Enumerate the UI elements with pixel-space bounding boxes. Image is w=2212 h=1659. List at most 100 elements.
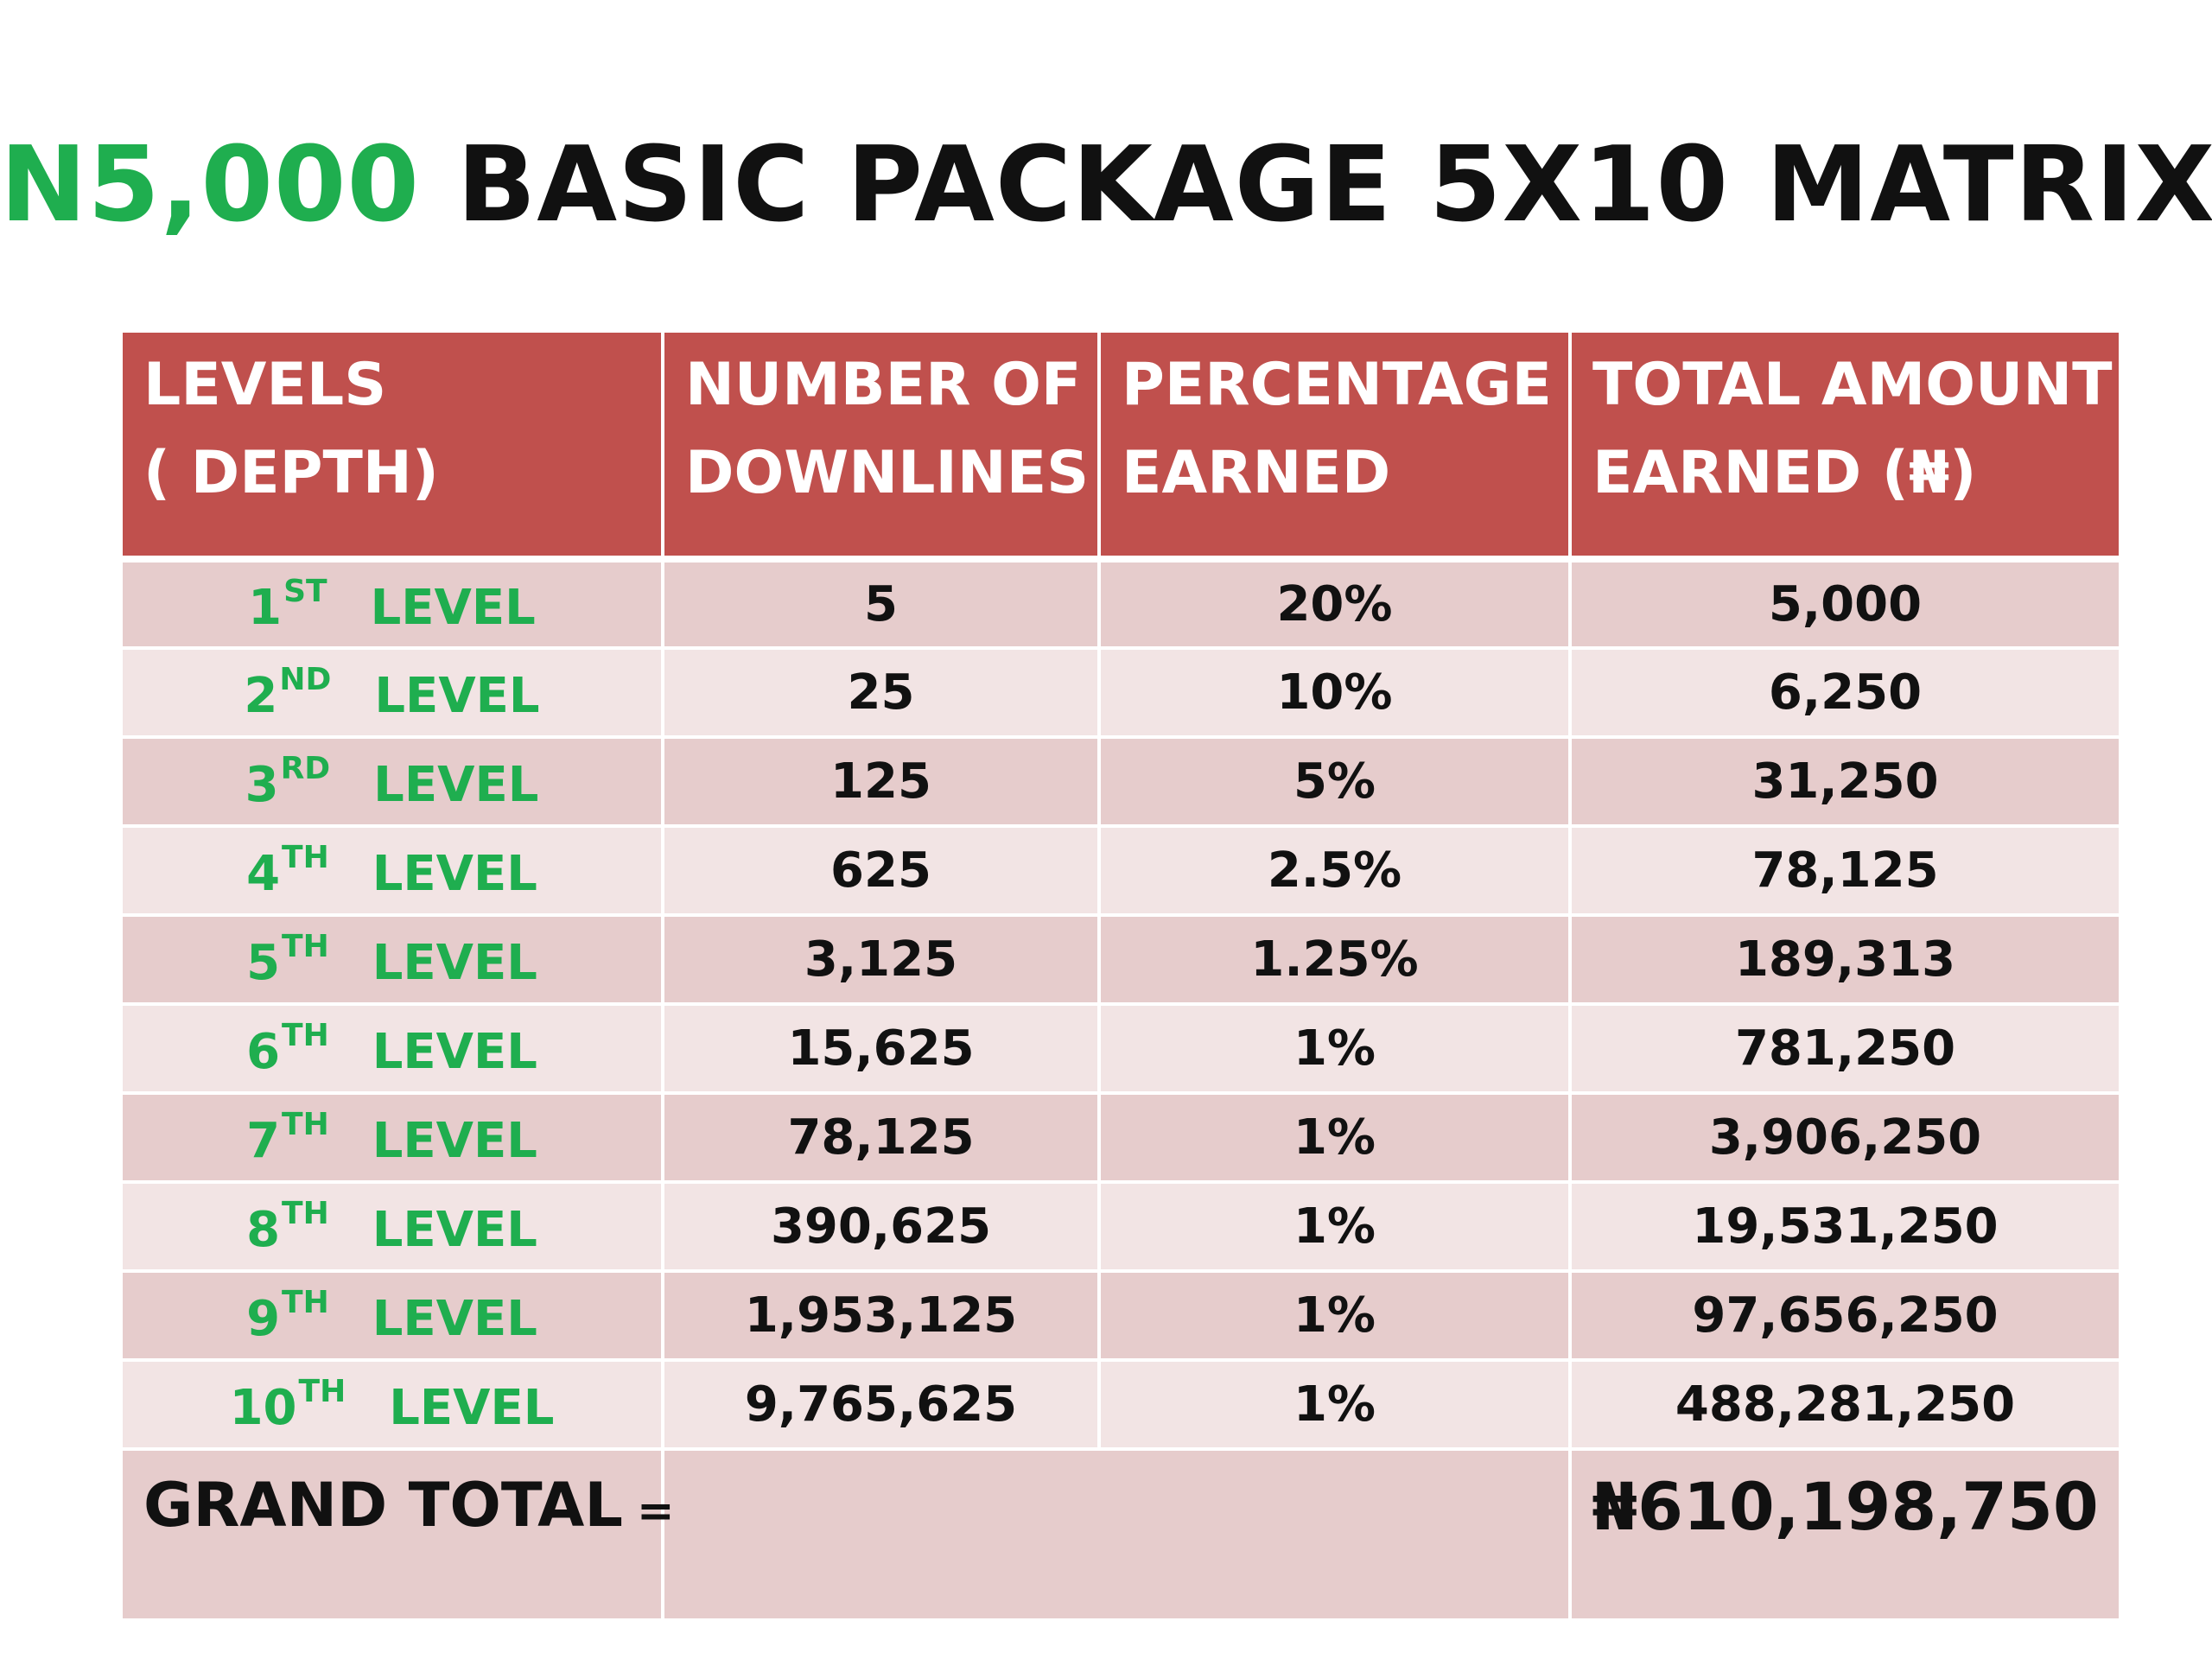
downlines-cell: 3,125 xyxy=(663,915,1101,1006)
header-levels: LEVELS ( DEPTH) xyxy=(123,333,664,563)
level-ordinal-suffix: TH xyxy=(282,928,329,964)
amount-cell: 97,656,250 xyxy=(1570,1271,2119,1362)
amount-cell: 78,125 xyxy=(1570,826,2119,917)
grand-total-label: GRAND TOTAL xyxy=(143,1470,623,1541)
amount-cell: 189,313 xyxy=(1570,915,2119,1006)
level-cell: 3RD LEVEL xyxy=(123,737,664,828)
grand-total-row: GRAND TOTAL = ₦610,198,750 xyxy=(123,1449,2119,1622)
level-number: 4 xyxy=(246,845,281,902)
grand-total-equals: = xyxy=(636,1485,675,1537)
table-row: 4TH LEVEL 625 2.5% 78,125 xyxy=(123,826,2119,917)
page-title: N5,000 BASIC PACKAGE 5X10 MATRIX xyxy=(0,112,2212,259)
header-downlines-line2: DOWNLINES xyxy=(685,439,1090,507)
level-cell: 4TH LEVEL xyxy=(123,826,664,917)
level-cell: 5TH LEVEL xyxy=(123,915,664,1006)
level-cell: 10TH LEVEL xyxy=(123,1360,664,1451)
level-ordinal-suffix: TH xyxy=(282,1195,329,1231)
percentage-cell: 1% xyxy=(1099,1360,1572,1451)
level-ordinal-suffix: ST xyxy=(283,573,327,609)
level-ordinal-suffix: TH xyxy=(282,1017,329,1053)
level-number: 10 xyxy=(229,1379,297,1436)
level-cell: 9TH LEVEL xyxy=(123,1271,664,1362)
level-number: 3 xyxy=(245,756,279,813)
level-ordinal-suffix: RD xyxy=(280,750,331,786)
header-downlines-line1: NUMBER OF xyxy=(685,351,1082,419)
header-percentage: PERCENTAGE EARNED xyxy=(1099,333,1572,563)
percentage-cell: 10% xyxy=(1099,648,1572,739)
level-cell: 1ST LEVEL xyxy=(123,559,664,650)
level-number: 2 xyxy=(244,667,278,724)
level-cell: 7TH LEVEL xyxy=(123,1093,664,1184)
level-ordinal-suffix: TH xyxy=(282,839,329,875)
title-price: N5,000 xyxy=(0,125,420,245)
level-ordinal-suffix: TH xyxy=(282,1284,329,1320)
percentage-cell: 1% xyxy=(1099,1093,1572,1184)
header-amount-line1: TOTAL AMOUNT xyxy=(1592,351,2113,419)
title-text: BASIC PACKAGE 5X10 MATRIX xyxy=(456,125,2212,245)
amount-cell: 19,531,250 xyxy=(1570,1182,2119,1273)
downlines-cell: 25 xyxy=(663,648,1101,739)
level-number: 6 xyxy=(246,1023,281,1080)
percentage-cell: 1% xyxy=(1099,1182,1572,1273)
downlines-cell: 625 xyxy=(663,826,1101,917)
amount-cell: 3,906,250 xyxy=(1570,1093,2119,1184)
level-word: LEVEL xyxy=(370,579,536,636)
level-word: LEVEL xyxy=(372,845,537,902)
table-row: 7TH LEVEL 78,125 1% 3,906,250 xyxy=(123,1093,2119,1184)
percentage-cell: 1.25% xyxy=(1099,915,1572,1006)
level-number: 5 xyxy=(246,934,281,991)
level-ordinal-suffix: ND xyxy=(279,661,332,697)
level-word: LEVEL xyxy=(372,1201,537,1258)
table-header-row: LEVELS ( DEPTH) NUMBER OF DOWNLINES PERC… xyxy=(123,333,2119,563)
level-word: LEVEL xyxy=(372,1112,537,1169)
header-downlines: NUMBER OF DOWNLINES xyxy=(663,333,1101,563)
header-levels-line1: LEVELS xyxy=(143,351,387,419)
level-word: LEVEL xyxy=(389,1379,555,1436)
percentage-cell: 5% xyxy=(1099,737,1572,828)
level-cell: 2ND LEVEL xyxy=(123,648,664,739)
downlines-cell: 78,125 xyxy=(663,1093,1101,1184)
level-ordinal-suffix: TH xyxy=(282,1106,329,1142)
downlines-cell: 125 xyxy=(663,737,1101,828)
header-amount-line2: EARNED (₦) xyxy=(1592,439,1977,507)
level-ordinal-suffix: TH xyxy=(298,1373,346,1409)
amount-cell: 5,000 xyxy=(1570,559,2119,650)
level-word: LEVEL xyxy=(372,1290,537,1347)
amount-cell: 781,250 xyxy=(1570,1004,2119,1095)
header-amount: TOTAL AMOUNT EARNED (₦) xyxy=(1570,333,2119,563)
header-levels-line2: ( DEPTH) xyxy=(143,439,439,507)
level-word: LEVEL xyxy=(372,934,537,991)
level-number: 9 xyxy=(246,1290,281,1347)
downlines-cell: 15,625 xyxy=(663,1004,1101,1095)
table-row: 1ST LEVEL 5 20% 5,000 xyxy=(123,559,2119,650)
header-percentage-line1: PERCENTAGE xyxy=(1122,351,1552,419)
downlines-cell: 9,765,625 xyxy=(663,1360,1101,1451)
grand-total-label-cell: GRAND TOTAL = xyxy=(123,1449,675,1622)
percentage-cell: 20% xyxy=(1099,559,1572,650)
table-row: 6TH LEVEL 15,625 1% 781,250 xyxy=(123,1004,2119,1095)
level-word: LEVEL xyxy=(373,756,539,813)
table-row: 3RD LEVEL 125 5% 31,250 xyxy=(123,737,2119,828)
level-word: LEVEL xyxy=(372,1023,537,1080)
percentage-cell: 1% xyxy=(1099,1271,1572,1362)
downlines-cell: 5 xyxy=(663,559,1101,650)
table-row: 10TH LEVEL 9,765,625 1% 488,281,250 xyxy=(123,1360,2119,1451)
level-number: 1 xyxy=(248,579,283,636)
table-row: 9TH LEVEL 1,953,125 1% 97,656,250 xyxy=(123,1271,2119,1362)
grand-total-empty-cell xyxy=(663,1449,1572,1622)
level-cell: 8TH LEVEL xyxy=(123,1182,664,1273)
downlines-cell: 390,625 xyxy=(663,1182,1101,1273)
table-row: 5TH LEVEL 3,125 1.25% 189,313 xyxy=(123,915,2119,1006)
percentage-cell: 1% xyxy=(1099,1004,1572,1095)
level-word: LEVEL xyxy=(374,667,540,724)
matrix-table: LEVELS ( DEPTH) NUMBER OF DOWNLINES PERC… xyxy=(123,333,2119,1622)
level-number: 8 xyxy=(246,1201,281,1258)
table-row: 8TH LEVEL 390,625 1% 19,531,250 xyxy=(123,1182,2119,1273)
downlines-cell: 1,953,125 xyxy=(663,1271,1101,1362)
table-row: 2ND LEVEL 25 10% 6,250 xyxy=(123,648,2119,739)
grand-total-value: ₦610,198,750 xyxy=(1570,1449,2119,1622)
level-number: 7 xyxy=(246,1112,281,1169)
amount-cell: 488,281,250 xyxy=(1570,1360,2119,1451)
header-percentage-line2: EARNED xyxy=(1122,439,1391,507)
percentage-cell: 2.5% xyxy=(1099,826,1572,917)
